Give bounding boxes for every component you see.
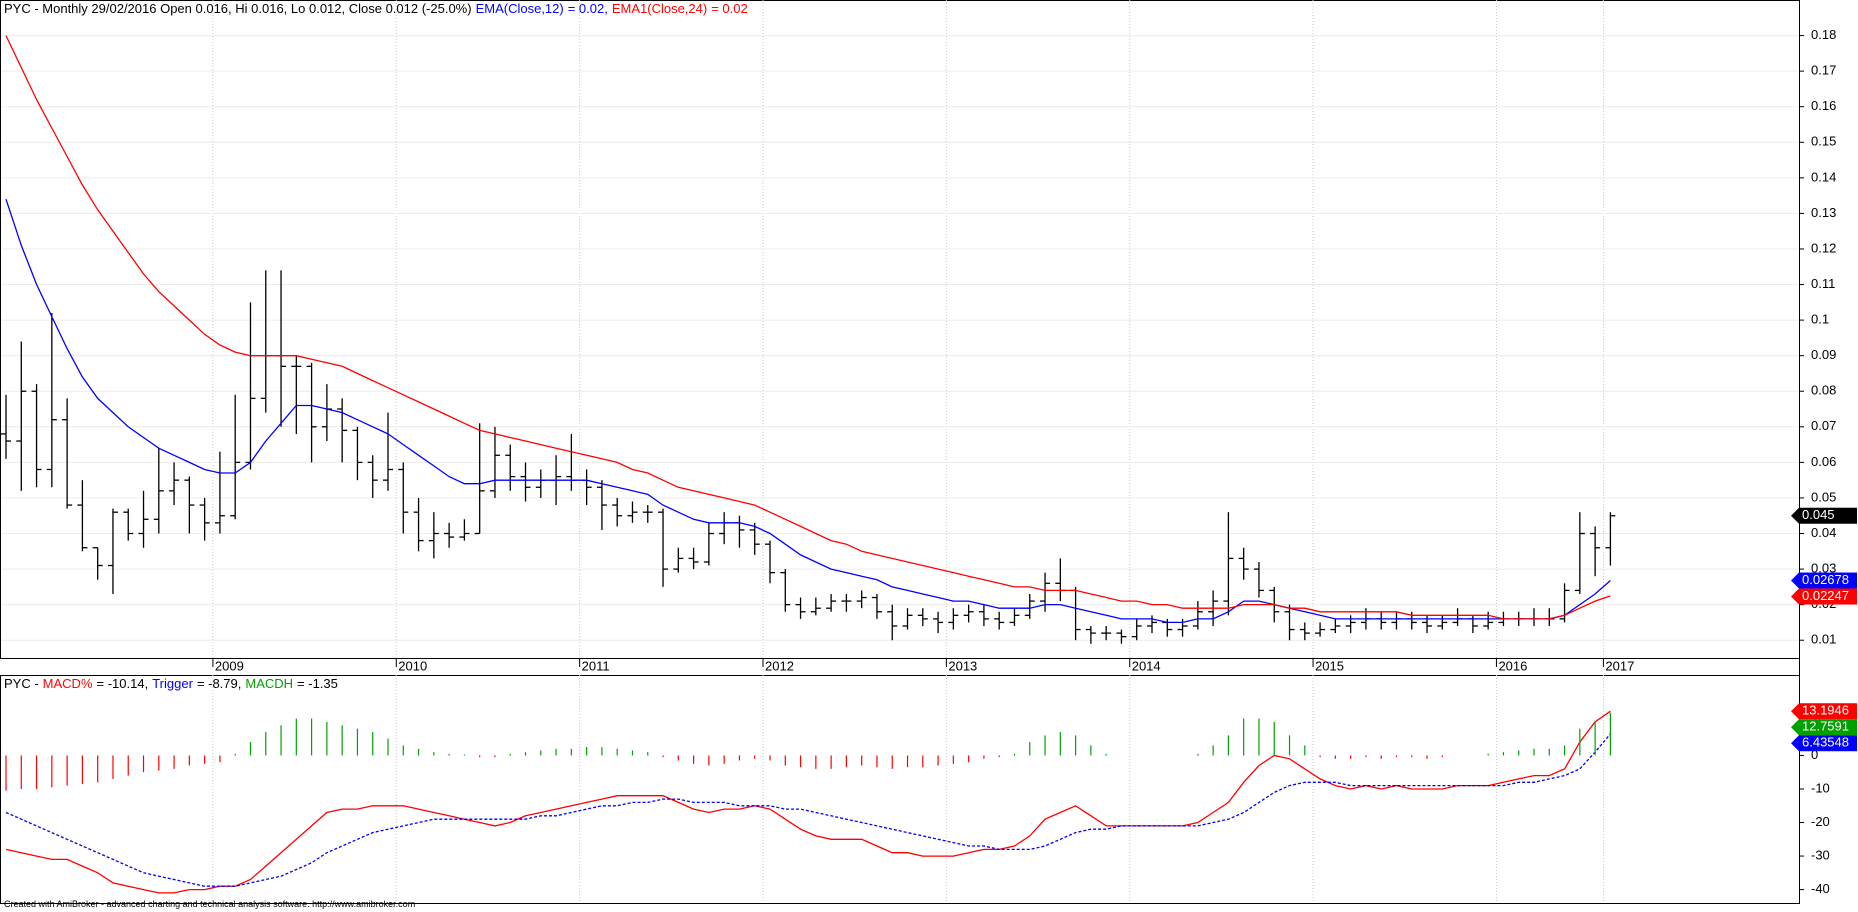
x-tick-label: 2013: [948, 658, 977, 673]
value-marker-arrow: [1791, 735, 1799, 752]
y-tick-label: 0.18: [1811, 27, 1836, 42]
value-marker-label: 0.045: [1802, 507, 1835, 522]
macd-header: PYC - MACD% = -10.14, Trigger = -8.79, MACDH =…: [4, 676, 342, 691]
series-line: [5, 733, 1611, 887]
x-tick-label: 2017: [1605, 658, 1634, 673]
y-tick-label: 0.14: [1811, 169, 1836, 184]
y-tick-label: 0.13: [1811, 205, 1836, 220]
y-tick-label: -30: [1811, 847, 1830, 862]
header-title: PYC - Monthly 29/02/2016 Open 0.016, Hi …: [4, 1, 472, 16]
value-marker-label: 12.7591: [1802, 719, 1849, 734]
legend-name: EMA(Close,12): [475, 1, 564, 16]
credit: Created with AmiBroker - advanced charti…: [4, 899, 416, 909]
y-tick-label: 0.16: [1811, 98, 1836, 113]
legend-value: = -1.35: [297, 676, 338, 691]
x-tick-label: 2012: [765, 658, 794, 673]
value-marker: [1799, 572, 1857, 589]
legend-name: EMA1(Close,24): [611, 1, 708, 16]
y-tick-label: 0.05: [1811, 489, 1836, 504]
y-tick-label: 0.12: [1811, 240, 1836, 255]
y-tick-label: -10: [1811, 780, 1830, 795]
y-tick-label: 0: [1811, 747, 1818, 762]
value-marker-arrow: [1791, 507, 1799, 524]
legend-value: = -10.14,: [96, 676, 149, 691]
pane-frame: [0, 675, 1800, 904]
y-tick-label: 0.01: [1811, 632, 1836, 647]
value-marker: [1799, 735, 1857, 752]
value-marker-label: 13.1946: [1802, 703, 1849, 718]
y-tick-label: 0.06: [1811, 454, 1836, 469]
y-tick-label: 0.08: [1811, 383, 1836, 398]
x-tick-label: 2015: [1315, 658, 1344, 673]
value-marker: [1799, 588, 1857, 605]
y-tick-label: -40: [1811, 881, 1830, 896]
y-tick-label: 0.11: [1811, 276, 1835, 291]
price-header: PYC - Monthly 29/02/2016 Open 0.016, Hi …: [4, 1, 752, 16]
value-marker: [1799, 507, 1857, 524]
series-line: [5, 710, 1611, 894]
x-tick-label: 2016: [1498, 658, 1527, 673]
legend-name: MACD%: [42, 676, 93, 691]
legend-value: = 0.02: [711, 1, 748, 16]
x-tick-label: 2011: [582, 658, 610, 673]
value-marker-arrow: [1791, 719, 1799, 736]
series-line: [5, 198, 1611, 624]
series-line: [5, 35, 1611, 620]
y-tick-label: -20: [1811, 814, 1830, 829]
y-tick-label: 0.1: [1811, 312, 1829, 327]
value-marker-arrow: [1791, 588, 1799, 605]
value-marker: [1799, 719, 1857, 736]
header-title: PYC -: [4, 676, 39, 691]
value-marker-label: 6.43548: [1802, 735, 1849, 750]
value-marker-arrow: [1791, 703, 1799, 720]
value-marker-label: 0.02678: [1802, 572, 1849, 587]
y-tick-label: 0.17: [1811, 63, 1836, 78]
value-marker-label: 0.02247: [1802, 588, 1849, 603]
y-tick-label: 0.04: [1811, 525, 1836, 540]
x-tick-label: 2010: [398, 658, 427, 673]
legend-name: MACDH: [245, 676, 294, 691]
legend-name: Trigger: [152, 676, 193, 691]
x-tick-label: 2009: [215, 658, 244, 673]
y-tick-label: 0.03: [1811, 561, 1836, 576]
y-tick-label: 0.07: [1811, 418, 1836, 433]
y-tick-label: 0.09: [1811, 347, 1836, 362]
legend-value: = -8.79,: [196, 676, 242, 691]
y-tick-label: 0.15: [1811, 134, 1836, 149]
legend-value: = 0.02,: [567, 1, 608, 16]
x-tick-label: 2014: [1132, 658, 1161, 673]
value-marker-arrow: [1791, 572, 1799, 589]
value-marker: [1799, 703, 1857, 720]
